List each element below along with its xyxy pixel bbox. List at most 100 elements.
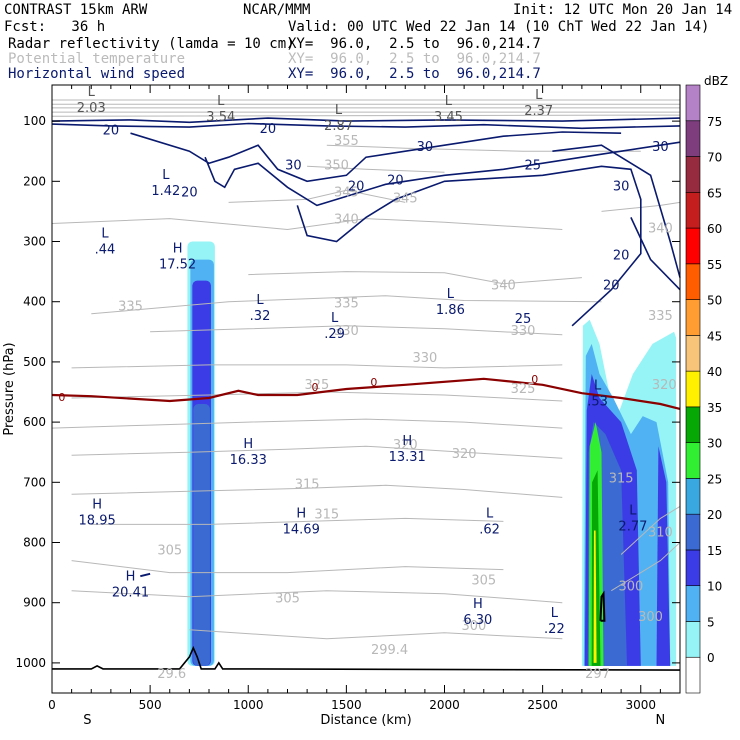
theta-contour-label: 340 (648, 221, 673, 236)
extremum-low-letter: L (535, 88, 543, 103)
theta-contour-label: 330 (511, 324, 536, 339)
extremum-value: 3.45 (434, 110, 463, 125)
freezing-level-label: 0 (370, 376, 377, 389)
colorbar-swatch (685, 335, 701, 372)
theta-contour (71, 445, 563, 459)
extremum-value: 18.95 (79, 513, 116, 528)
model-title: CONTRAST 15km ARW (4, 2, 148, 18)
extremum-low-letter: L (594, 378, 602, 393)
theta-contour (307, 165, 445, 173)
y-tick-label: 700 (23, 475, 46, 489)
terrain-line (52, 645, 681, 671)
extremum-value: 3.54 (206, 110, 235, 125)
colorbar-swatch (685, 120, 701, 157)
extremum-value: 14.69 (283, 522, 320, 537)
field-wind-name: Horizontal wind speed (8, 66, 186, 82)
theta-contour-label: 350 (324, 158, 349, 173)
colorbar-tick-label: 10 (707, 580, 722, 594)
theta-contour (620, 505, 681, 555)
extremum-low-letter: L (217, 94, 225, 109)
extremum-high-letter: H (473, 597, 483, 612)
colorbar-tick-label: 20 (707, 508, 722, 522)
extremum-high-letter: H (243, 437, 253, 452)
extremum-value: .22 (544, 622, 565, 637)
colorbar-swatch (685, 227, 701, 265)
extremum-low-letter: L (331, 311, 339, 326)
theta-contour-label: 29.6 (157, 667, 186, 682)
extremum-low-letter: L (256, 293, 264, 308)
x-tick-label: 1500 (331, 698, 362, 712)
colorbar-swatch (685, 585, 701, 622)
wind-speed-contour (552, 144, 681, 278)
colorbar-tick-label: 0 (707, 651, 715, 665)
extremum-low-letter: L (629, 503, 637, 518)
theta-contour-label: 300 (619, 580, 644, 595)
y-tick-label: 500 (23, 355, 46, 369)
wind-speed-contour (296, 165, 642, 327)
colorbar-swatch (685, 621, 701, 658)
theta-contour-label: 305 (471, 574, 496, 589)
theta-contour-label: 355 (334, 134, 359, 149)
x-tick-label: 2500 (527, 698, 558, 712)
colorbar-swatch (685, 370, 701, 408)
extremum-low-letter: L (486, 506, 494, 521)
wind-contour-label: 30 (285, 158, 302, 173)
wind-contour-label: 20 (387, 173, 404, 188)
extremum-value: .29 (324, 327, 345, 342)
theta-contour-label: 305 (157, 544, 182, 559)
wind-speed-contour (130, 131, 622, 183)
y-tick-label: 800 (23, 536, 46, 550)
wind-speed-contour (630, 217, 681, 291)
extremum-value: 16.33 (230, 453, 267, 468)
colorbar-tick-label: 25 (707, 472, 722, 486)
theta-contour (71, 364, 563, 369)
theta-contour-label: 315 (314, 507, 339, 522)
theta-contour (189, 629, 563, 640)
north-label: N (656, 713, 666, 728)
theta-contour-label: 320 (452, 447, 477, 462)
theta-contour-label: 345 (393, 191, 418, 206)
colorbar-tick-label: 55 (707, 258, 722, 272)
wind-contour-label: 25 (515, 312, 532, 327)
theta-contour-label: 297 (585, 667, 610, 682)
south-label: S (83, 713, 91, 728)
extremum-low-letter: L (162, 168, 170, 183)
theta-contour (228, 189, 406, 203)
theta-contour-label: 340 (334, 212, 359, 227)
field-theta-xy: XY= 96.0, 2.5 to 96.0,214.7 (288, 51, 541, 67)
theta-contour-label: 330 (412, 351, 437, 366)
colorbar-swatch (685, 263, 701, 300)
theta-contour-label: 300 (462, 619, 487, 634)
colorbar-tick-label: 60 (707, 222, 722, 236)
theta-contour-label: 320 (652, 378, 677, 393)
extremum-value: .62 (479, 522, 500, 537)
forecast-hour: Fcst: 36 h (4, 19, 106, 35)
wind-speed-contour (204, 141, 681, 207)
theta-contour (248, 271, 582, 285)
colorbar-tick-label: 45 (707, 329, 722, 343)
y-tick-label: 200 (23, 174, 46, 188)
wind-contour-label: 20 (260, 122, 277, 137)
extremum-value: 2.37 (524, 104, 553, 119)
extremum-value: 17.52 (159, 258, 196, 273)
y-tick-label: 400 (23, 295, 46, 309)
colorbar-tick-label: 40 (707, 365, 722, 379)
extremum-low-letter: L (101, 227, 109, 242)
theta-contour-label: 335 (334, 297, 359, 312)
extremum-high-letter: H (173, 242, 183, 257)
init-time: Init: 12 UTC Mon 20 Jan 14 (513, 2, 733, 18)
x-tick-label: 500 (139, 698, 162, 712)
field-theta-name: Potential temperature (8, 51, 186, 67)
freezing-level-line (51, 377, 681, 410)
y-tick-label: 100 (23, 114, 46, 128)
extremum-low-letter: L (551, 606, 559, 621)
extremum-high-letter: H (92, 497, 102, 512)
colorbar-tick-label: 30 (707, 437, 722, 451)
colorbar-swatch (685, 191, 701, 229)
theta-contour-label: 335 (648, 309, 673, 324)
wind-speed-contour (140, 572, 151, 578)
theta-contour-label: 310 (648, 525, 673, 540)
extremum-value: 13.31 (389, 450, 426, 465)
theta-contour-label: 305 (275, 592, 300, 607)
